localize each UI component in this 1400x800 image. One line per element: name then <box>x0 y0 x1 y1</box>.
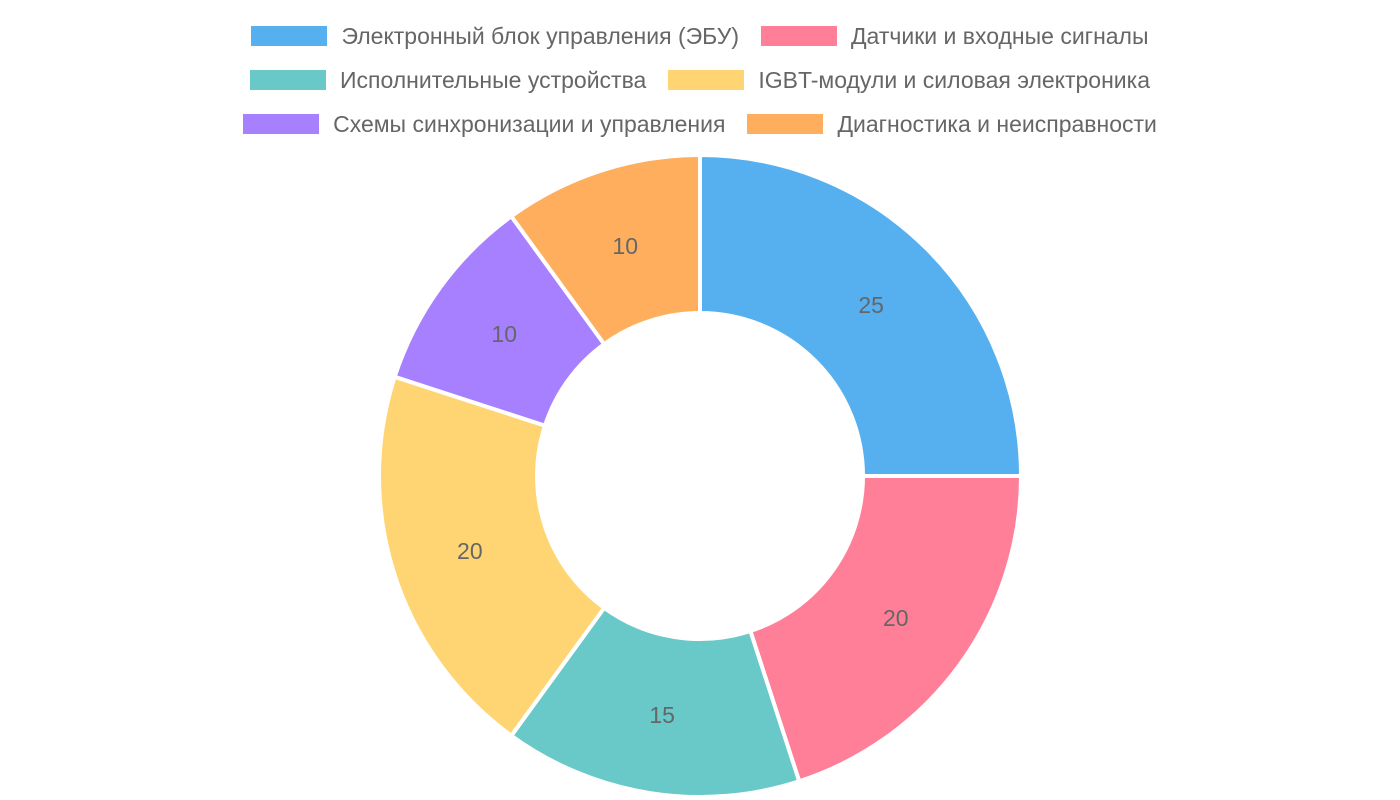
legend-swatch <box>747 114 824 134</box>
slice-diagnostics[interactable] <box>509 153 702 347</box>
legend-label: Датчики и входные сигналы <box>850 22 1149 49</box>
legend-item-sensors[interactable]: Датчики и входные сигналы <box>760 22 1149 50</box>
slice-value-label-igbt: 20 <box>457 538 483 564</box>
slice-ecu[interactable] <box>698 153 1023 478</box>
legend-swatch <box>243 114 320 134</box>
slice-sensors[interactable] <box>748 474 1023 784</box>
legend-swatch <box>668 70 745 90</box>
legend-swatch <box>760 26 837 46</box>
legend-row: Исполнительные устройства IGBT-модули и … <box>0 58 1400 102</box>
legend-row: Схемы синхронизации и управления Диагнос… <box>0 102 1400 146</box>
legend-label: Электронный блок управления (ЭБУ) <box>341 22 739 49</box>
legend-item-igbt[interactable]: IGBT-модули и силовая электроника <box>668 67 1150 94</box>
slice-actuators[interactable] <box>509 605 802 799</box>
legend-swatch <box>249 70 326 90</box>
legend-label: Исполнительные устройства <box>339 66 647 93</box>
legend-label: Диагностика и неисправности <box>837 110 1157 137</box>
legend-item-sync-circuits[interactable]: Схемы синхронизации и управления <box>243 111 725 138</box>
legend-item-actuators[interactable]: Исполнительные устройства <box>249 66 647 94</box>
slice-value-label-sync-circuits: 10 <box>491 321 517 347</box>
legend-swatch <box>251 26 328 46</box>
slice-value-label-actuators: 15 <box>649 702 675 728</box>
slice-label-group: 25 20 15 20 10 10 <box>457 233 909 728</box>
slice-value-label-sensors: 20 <box>883 605 909 631</box>
slice-value-label-diagnostics: 10 <box>612 233 638 259</box>
legend-row: Электронный блок управления (ЭБУ) Датчик… <box>0 14 1400 58</box>
slice-value-label-ecu: 25 <box>858 292 884 318</box>
slice-group <box>377 153 1023 799</box>
chart-legend: Электронный блок управления (ЭБУ) Датчик… <box>0 14 1400 146</box>
slice-igbt[interactable] <box>377 374 607 738</box>
legend-item-diagnostics[interactable]: Диагностика и неисправности <box>747 110 1157 138</box>
legend-item-ecu[interactable]: Электронный блок управления (ЭБУ) <box>251 23 739 50</box>
legend-label: Схемы синхронизации и управления <box>333 110 726 137</box>
legend-label: IGBT-модули и силовая электроника <box>758 66 1151 93</box>
